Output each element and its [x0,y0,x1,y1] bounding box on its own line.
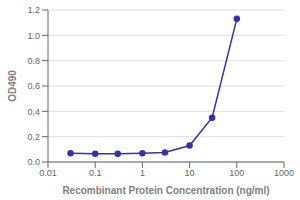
svg-text:0.4: 0.4 [27,107,40,117]
svg-text:1.2: 1.2 [27,5,40,15]
svg-text:0.6: 0.6 [27,81,40,91]
svg-text:1: 1 [140,168,145,178]
svg-text:1000: 1000 [274,168,292,178]
svg-text:0.1: 0.1 [89,168,102,178]
svg-text:100: 100 [229,168,244,178]
svg-text:0.0: 0.0 [27,157,40,167]
svg-text:Recombinant Protein Concentrat: Recombinant Protein Concentration (ng/ml… [62,185,269,196]
svg-text:10: 10 [185,168,195,178]
svg-text:1.0: 1.0 [27,31,40,41]
svg-text:OD490: OD490 [8,70,18,102]
svg-text:0.01: 0.01 [39,168,57,178]
svg-text:0.2: 0.2 [27,132,40,142]
svg-text:0.8: 0.8 [27,56,40,66]
